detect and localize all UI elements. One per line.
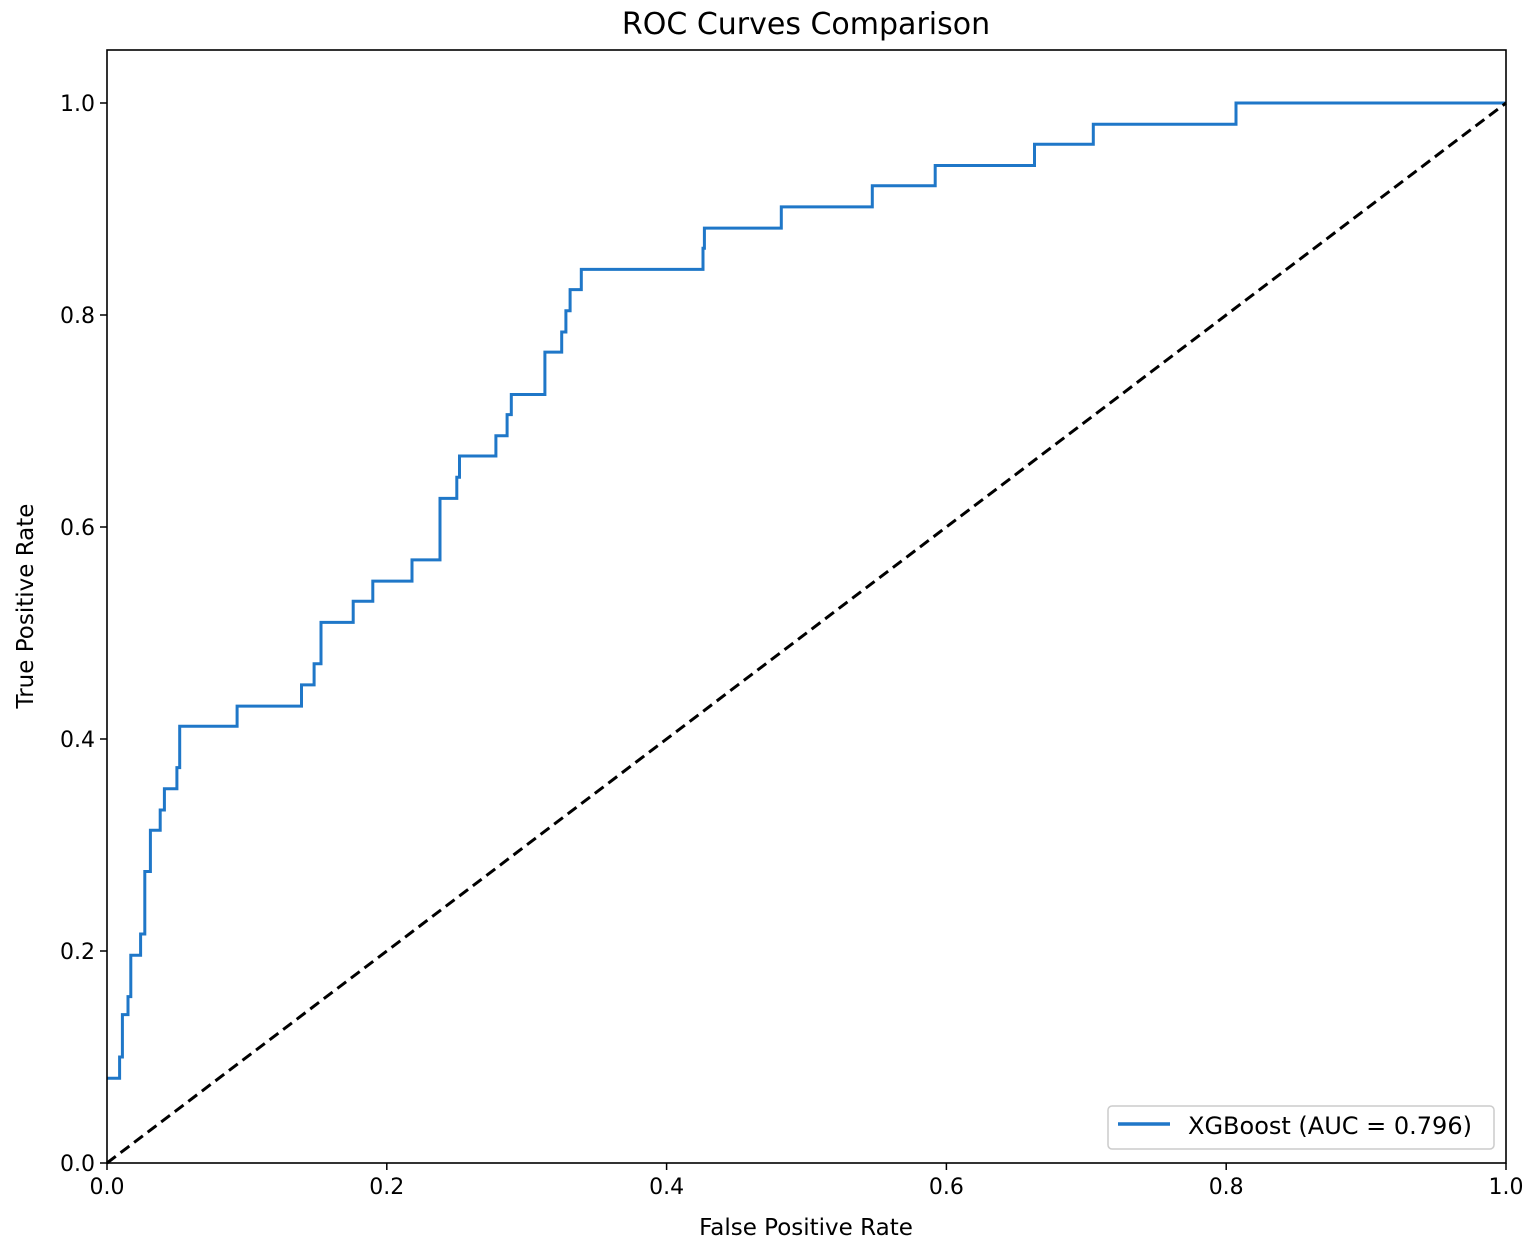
legend: XGBoost (AUC = 0.796) (1107, 1105, 1495, 1150)
roc-curve-xgboost (107, 101, 1506, 1080)
y-tick-label: 0.2 (60, 940, 95, 965)
legend-box (1107, 1105, 1495, 1150)
y-axis-label: True Positive Rate (13, 504, 39, 710)
y-axis-ticks: 0.0 0.2 0.4 0.6 0.8 1.0 (60, 92, 107, 1177)
x-axis-label: False Positive Rate (699, 1215, 913, 1241)
y-tick-label: 0.0 (60, 1152, 95, 1177)
x-axis-ticks: 0.0 0.2 0.4 0.6 0.8 1.0 (90, 1163, 1524, 1200)
x-tick-label: 1.0 (1489, 1175, 1524, 1200)
series-layer (106, 101, 1507, 1165)
y-tick-label: 0.8 (60, 304, 95, 329)
chance-diagonal-line (106, 101, 1507, 1165)
x-tick-label: 0.8 (1209, 1175, 1244, 1200)
y-tick-label: 0.6 (60, 516, 95, 541)
legend-label-xgboost: XGBoost (AUC = 0.796) (1188, 1112, 1472, 1140)
y-tick-label: 1.0 (60, 92, 95, 117)
plot-frame (106, 49, 1507, 1164)
x-tick-label: 0.4 (649, 1175, 684, 1200)
y-tick-label: 0.4 (60, 728, 95, 753)
x-tick-label: 0.2 (369, 1175, 404, 1200)
chart-title: ROC Curves Comparison (622, 7, 990, 42)
plot-background (107, 50, 1506, 1163)
x-tick-label: 0.0 (90, 1175, 125, 1200)
x-tick-label: 0.6 (929, 1175, 964, 1200)
